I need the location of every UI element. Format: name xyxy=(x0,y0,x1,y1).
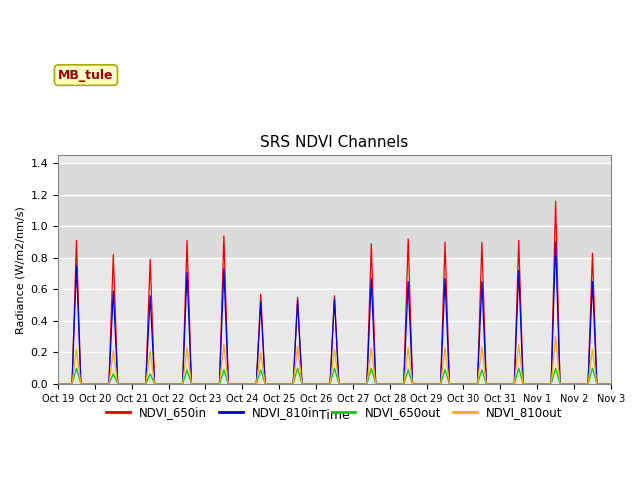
Text: MB_tule: MB_tule xyxy=(58,69,114,82)
Bar xyxy=(58,163,611,258)
Title: SRS NDVI Channels: SRS NDVI Channels xyxy=(260,135,408,150)
Y-axis label: Radiance (W/m2/nm/s): Radiance (W/m2/nm/s) xyxy=(15,206,25,334)
X-axis label: Time: Time xyxy=(319,409,350,422)
Legend: NDVI_650in, NDVI_810in, NDVI_650out, NDVI_810out: NDVI_650in, NDVI_810in, NDVI_650out, NDV… xyxy=(101,401,568,424)
